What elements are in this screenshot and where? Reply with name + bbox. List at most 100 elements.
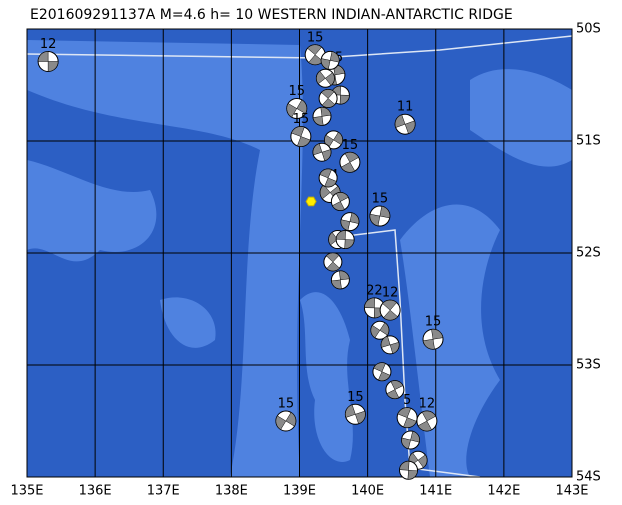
beachball-quadrant <box>324 177 337 188</box>
x-tick-label: 141E <box>419 484 452 499</box>
focal-mechanism <box>385 380 405 400</box>
focal-mechanism <box>363 297 385 319</box>
depth-label: 22 <box>366 283 383 298</box>
depth-label: 12 <box>40 37 57 52</box>
x-tick-label: 143E <box>555 484 588 499</box>
x-tick-label: 136E <box>79 484 112 499</box>
focal-mechanism <box>324 130 344 150</box>
beachball-quadrant <box>335 192 349 202</box>
beachball-quadrant <box>320 107 332 117</box>
beachball-quadrant <box>297 136 311 147</box>
beachball-quadrant <box>316 70 326 85</box>
beachball-quadrant <box>379 322 390 336</box>
beachball-quadrant <box>286 103 298 118</box>
map-title: E201609291137A M=4.6 h= 10 WESTERN INDIA… <box>30 7 513 23</box>
beachball-quadrant <box>319 168 332 179</box>
focal-mechanism <box>275 410 297 432</box>
focal-mechanism <box>422 328 444 350</box>
depth-label: 15 <box>278 397 295 412</box>
x-tick-label: 137E <box>147 484 180 499</box>
depth-label: 15 <box>372 192 389 207</box>
beachball-quadrant <box>369 213 381 227</box>
x-tick-label: 135E <box>10 484 43 499</box>
focal-mechanism <box>37 50 59 72</box>
focal-mechanism <box>330 191 350 211</box>
focal-mechanism <box>339 151 361 173</box>
x-tick-label: 140E <box>351 484 384 499</box>
focal-mechanism <box>323 252 343 272</box>
focal-mechanism <box>416 410 438 432</box>
depth-label: 15 <box>289 84 306 99</box>
beachball-quadrant <box>285 412 297 427</box>
beachball-quadrant <box>47 61 59 72</box>
focal-mechanism <box>379 299 401 321</box>
focal-mechanism <box>394 113 416 135</box>
beachball-quadrant <box>389 341 400 354</box>
beachball-quadrant <box>312 116 324 126</box>
map-frame <box>26 28 573 478</box>
beachball-quadrant <box>373 362 386 373</box>
beachball-quadrant <box>364 297 375 309</box>
beachball-quadrant <box>307 44 322 56</box>
beachball-quadrant <box>383 309 398 321</box>
beachball-quadrant <box>349 212 360 224</box>
beachball-quadrant <box>379 205 391 219</box>
focal-mechanism <box>286 98 308 120</box>
beachball-quadrant <box>329 51 340 63</box>
focal-mechanism <box>340 212 360 232</box>
beachball-quadrant <box>325 72 335 86</box>
beachball-quadrant <box>417 420 432 432</box>
ridge-line <box>329 229 481 477</box>
beachball-quadrant <box>399 461 410 471</box>
y-tick-label: 51S <box>576 134 601 149</box>
focal-mechanism <box>370 320 390 340</box>
depth-label: 11 <box>397 100 414 115</box>
beachball-quadrant <box>331 279 342 290</box>
depth-label: 15 <box>293 112 310 127</box>
focal-mechanism <box>372 362 392 382</box>
focal-mechanism <box>401 430 421 450</box>
beachball-quadrant <box>344 152 359 163</box>
beachball-quadrant <box>320 58 331 70</box>
depth-label: 15 <box>425 315 442 330</box>
beachball-quadrant <box>410 430 420 443</box>
ridge-line <box>27 35 572 59</box>
beachball-quadrant <box>382 299 398 311</box>
beachball-quadrant <box>380 335 391 348</box>
beachball-quadrant <box>397 407 412 418</box>
depth-label: 15 <box>307 30 324 45</box>
beachball-quadrant <box>390 380 404 390</box>
beachball-quadrant <box>339 94 350 105</box>
beachball-quadrant <box>321 149 332 162</box>
beachball-quadrant <box>378 371 391 381</box>
beachball-quadrant <box>401 437 411 450</box>
beachball-quadrant <box>321 89 335 99</box>
y-tick-label: 50S <box>576 22 601 37</box>
beachball-quadrant <box>321 98 336 108</box>
beachball-quadrant <box>407 470 418 480</box>
epicenter <box>305 196 317 207</box>
beachball-quadrant <box>344 239 355 249</box>
beachball-quadrant <box>417 454 428 468</box>
depth-label: 15 <box>347 390 364 405</box>
focal-mechanism <box>320 50 340 70</box>
beachball-quadrant <box>394 114 406 128</box>
beachball-quadrant <box>386 389 400 399</box>
y-tick-label: 54S <box>576 470 601 485</box>
focal-mechanism <box>399 460 418 480</box>
focal-mechanism <box>290 126 312 148</box>
beachball-quadrant <box>422 338 435 350</box>
focal-mechanism <box>312 142 332 162</box>
focal-mechanism <box>312 106 332 126</box>
beachball-quadrant <box>291 126 305 137</box>
focal-mechanism <box>315 68 335 88</box>
beachball-quadrant <box>370 325 381 339</box>
beachball-quadrant <box>296 99 308 114</box>
beachball-quadrant <box>37 51 49 62</box>
focal-mechanism <box>380 335 400 355</box>
y-tick-label: 53S <box>576 358 601 373</box>
depth-label: 12 <box>419 397 436 412</box>
focal-mechanism <box>396 407 418 429</box>
focal-mechanism <box>369 205 391 227</box>
